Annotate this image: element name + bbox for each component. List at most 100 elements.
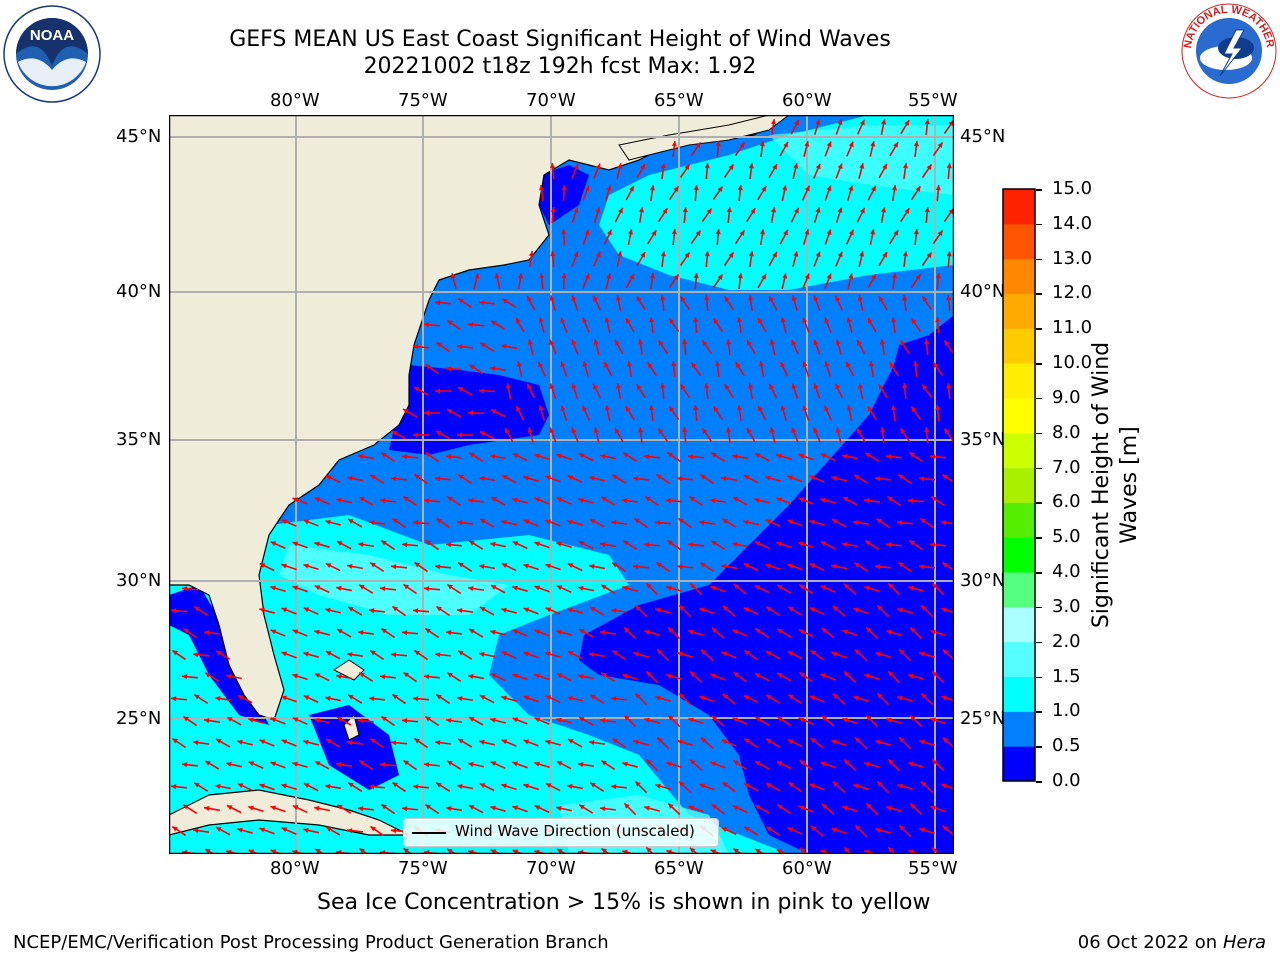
wave-direction-arrowhead <box>336 673 342 680</box>
wave-direction-arrowhead <box>611 784 617 790</box>
wave-direction-arrowhead <box>831 519 838 524</box>
wave-direction-arrowhead <box>782 273 788 279</box>
wave-direction-arrowhead <box>679 781 685 787</box>
colorbar-segment <box>1003 363 1035 399</box>
wave-direction-arrowhead <box>931 847 938 853</box>
wave-direction-arrowhead <box>776 541 782 547</box>
wave-direction-arrowhead <box>688 629 694 635</box>
colorbar-tick-mark <box>1036 502 1042 504</box>
wave-direction-arrowhead <box>736 405 743 411</box>
wave-direction-arrowhead <box>679 693 685 699</box>
wave-direction-arrowhead <box>739 142 745 148</box>
wave-direction-arrowhead <box>579 716 585 722</box>
wave-direction-arrowhead <box>193 652 199 658</box>
wave-direction-arrowhead <box>942 737 949 743</box>
wave-direction-arrowhead <box>615 295 621 301</box>
wave-direction-arrowhead <box>622 498 628 504</box>
wave-direction-arrowhead <box>732 805 739 811</box>
wave-direction-arrowhead <box>435 476 441 482</box>
wave-direction-arrowhead <box>646 583 652 589</box>
wave-direction-arrowhead <box>710 849 717 854</box>
wave-direction-arrowhead <box>743 519 749 525</box>
colorbar-segment <box>1003 432 1035 469</box>
wave-direction-arrowhead <box>711 452 717 458</box>
wave-direction-arrowhead <box>755 848 761 854</box>
wave-direction-arrowhead <box>215 695 221 702</box>
wave-direction-arrowhead <box>512 585 518 591</box>
wave-direction-arrowhead <box>706 208 712 215</box>
wave-direction-arrowhead <box>948 120 954 127</box>
wave-direction-arrowhead <box>584 229 590 235</box>
wave-direction-arrowhead <box>787 739 794 745</box>
wave-direction-arrowhead <box>941 695 947 701</box>
colorbar-tick-label: 15.0 <box>1052 178 1093 199</box>
wave-direction-arrowhead <box>783 229 788 236</box>
lat-label-left: 30°N <box>116 570 162 591</box>
wave-zone-0-0_5-bahamas <box>309 705 399 790</box>
wave-direction-arrowhead <box>889 362 895 368</box>
wave-direction-arrowhead <box>788 782 795 788</box>
wave-direction-arrowhead <box>660 383 666 389</box>
wave-direction-arrowhead <box>303 651 309 657</box>
colorbar-segment <box>1003 676 1035 712</box>
wave-direction-arrowhead <box>446 366 452 372</box>
wave-direction-arrowhead <box>612 474 618 480</box>
wave-direction-arrowhead <box>237 827 243 833</box>
wave-direction-arrowhead <box>766 694 772 700</box>
wave-direction-arrowhead <box>534 761 540 767</box>
wave-direction-arrowhead <box>791 427 797 434</box>
wave-direction-arrowhead <box>259 827 266 833</box>
wave-direction-arrowhead <box>946 251 952 257</box>
wave-direction-arrowhead <box>358 453 364 460</box>
wave-direction-arrowhead <box>809 563 816 569</box>
wave-direction-arrowhead <box>182 674 188 680</box>
wave-direction-arrowhead <box>578 761 584 768</box>
wave-direction-arrowhead <box>479 475 485 482</box>
wave-direction-arrowhead <box>702 340 708 347</box>
lat-label-right: 40°N <box>960 281 1006 302</box>
wave-direction-arrowhead <box>769 295 774 302</box>
wave-direction-arrowhead <box>626 361 633 367</box>
wave-direction-arrowhead <box>671 141 677 147</box>
wave-direction-arrowhead <box>468 322 474 328</box>
wave-direction-arrowhead <box>644 454 650 460</box>
wave-direction-arrowhead <box>545 651 551 657</box>
colorbar-tick-label: 14.0 <box>1052 212 1093 234</box>
wave-direction-arrowhead <box>545 739 551 745</box>
wave-direction-arrowhead <box>523 739 530 745</box>
wave-direction-arrowhead <box>303 739 309 745</box>
wave-direction-arrowhead <box>701 649 707 655</box>
wave-direction-arrowhead <box>908 585 914 591</box>
colorbar-tick-label: 6.0 <box>1052 491 1081 513</box>
wave-direction-arrowhead <box>447 848 453 854</box>
wave-direction-arrowhead <box>549 339 555 346</box>
colorbar-tick-label: 1.5 <box>1052 665 1081 687</box>
wave-direction-arrowhead <box>446 805 452 812</box>
wave-direction-arrowhead <box>624 715 630 721</box>
wave-direction-arrowhead <box>425 452 432 458</box>
wave-direction-arrowhead <box>867 406 873 412</box>
wave-direction-arrowhead <box>713 406 719 412</box>
wave-direction-arrowhead <box>666 673 672 679</box>
wave-direction-arrowhead <box>658 340 664 346</box>
wave-direction-arrowhead <box>826 185 832 192</box>
wave-direction-arrowhead <box>746 340 752 346</box>
wave-direction-arrowhead <box>539 185 545 191</box>
wave-direction-arrowhead <box>809 475 816 481</box>
wave-direction-arrowhead <box>880 207 887 213</box>
wave-direction-arrowhead <box>595 163 601 170</box>
wave-direction-arrowhead <box>413 696 419 702</box>
wave-direction-arrowhead <box>942 474 948 480</box>
wave-direction-arrowhead <box>567 519 573 525</box>
wave-direction-arrowhead <box>545 607 552 613</box>
wave-direction-arrowhead <box>617 163 623 169</box>
wave-direction-arrowhead <box>804 273 810 280</box>
wave-direction-arrowhead <box>392 518 398 524</box>
wave-direction-arrowhead <box>666 498 672 504</box>
wave-direction-arrowhead <box>380 674 386 680</box>
wave-direction-arrowhead <box>717 186 723 193</box>
wave-direction-arrowhead <box>391 431 398 436</box>
wave-direction-arrowhead <box>523 651 530 657</box>
wave-direction-arrowhead <box>728 164 734 171</box>
lat-label-right: 30°N <box>960 570 1006 591</box>
